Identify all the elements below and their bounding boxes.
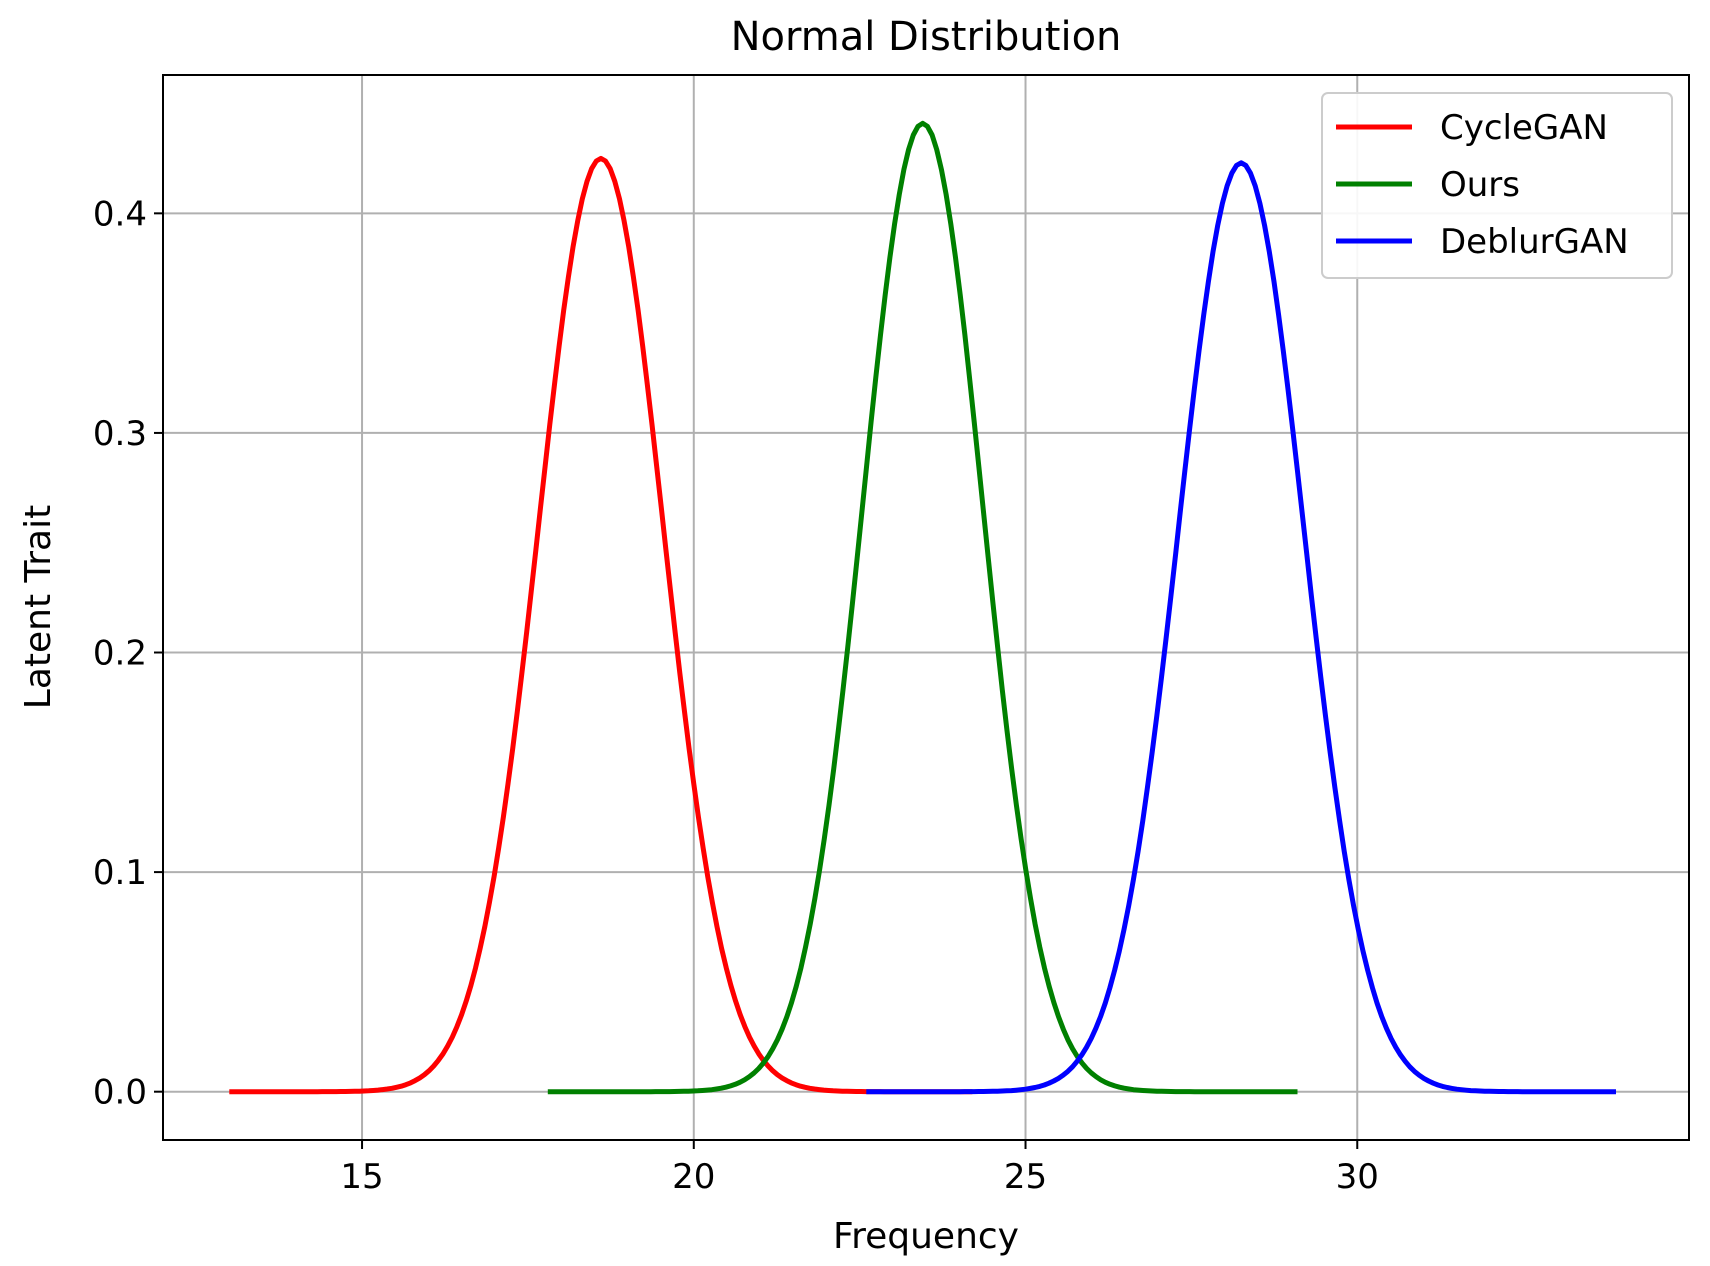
legend-label: Ours bbox=[1440, 165, 1520, 205]
legend: CycleGAN Ours DeblurGAN bbox=[1321, 92, 1673, 279]
series-lines bbox=[229, 120, 1616, 1095]
series-line-ours bbox=[547, 120, 1298, 1095]
y-axis-label: Latent Trait bbox=[18, 505, 59, 709]
series-line-deblurgan bbox=[866, 160, 1616, 1095]
series-line-cyclegan bbox=[229, 155, 973, 1095]
y-tick-label: 0.4 bbox=[93, 194, 147, 234]
y-tick-label: 0.3 bbox=[93, 414, 147, 454]
x-axis-label: Frequency bbox=[833, 1216, 1019, 1257]
x-tick-label: 20 bbox=[672, 1157, 715, 1197]
y-tick-label: 0.1 bbox=[93, 853, 147, 893]
chart-title: Normal Distribution bbox=[731, 14, 1122, 60]
axis-ticks: 15 20 25 30 0.0 0.1 0.2 0.3 0.4 bbox=[93, 194, 1379, 1197]
legend-label: DeblurGAN bbox=[1440, 222, 1629, 262]
y-tick-label: 0.0 bbox=[93, 1073, 147, 1113]
x-tick-label: 30 bbox=[1336, 1157, 1379, 1197]
legend-box bbox=[1321, 92, 1673, 279]
legend-label: CycleGAN bbox=[1440, 108, 1608, 148]
plot-frame bbox=[162, 74, 1690, 1141]
x-tick-label: 25 bbox=[1004, 1157, 1047, 1197]
x-tick-label: 15 bbox=[340, 1157, 383, 1197]
y-tick-label: 0.2 bbox=[93, 634, 147, 674]
